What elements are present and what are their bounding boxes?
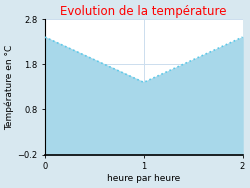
X-axis label: heure par heure: heure par heure: [107, 174, 180, 183]
Y-axis label: Température en °C: Température en °C: [5, 44, 14, 130]
Title: Evolution de la température: Evolution de la température: [60, 5, 227, 18]
